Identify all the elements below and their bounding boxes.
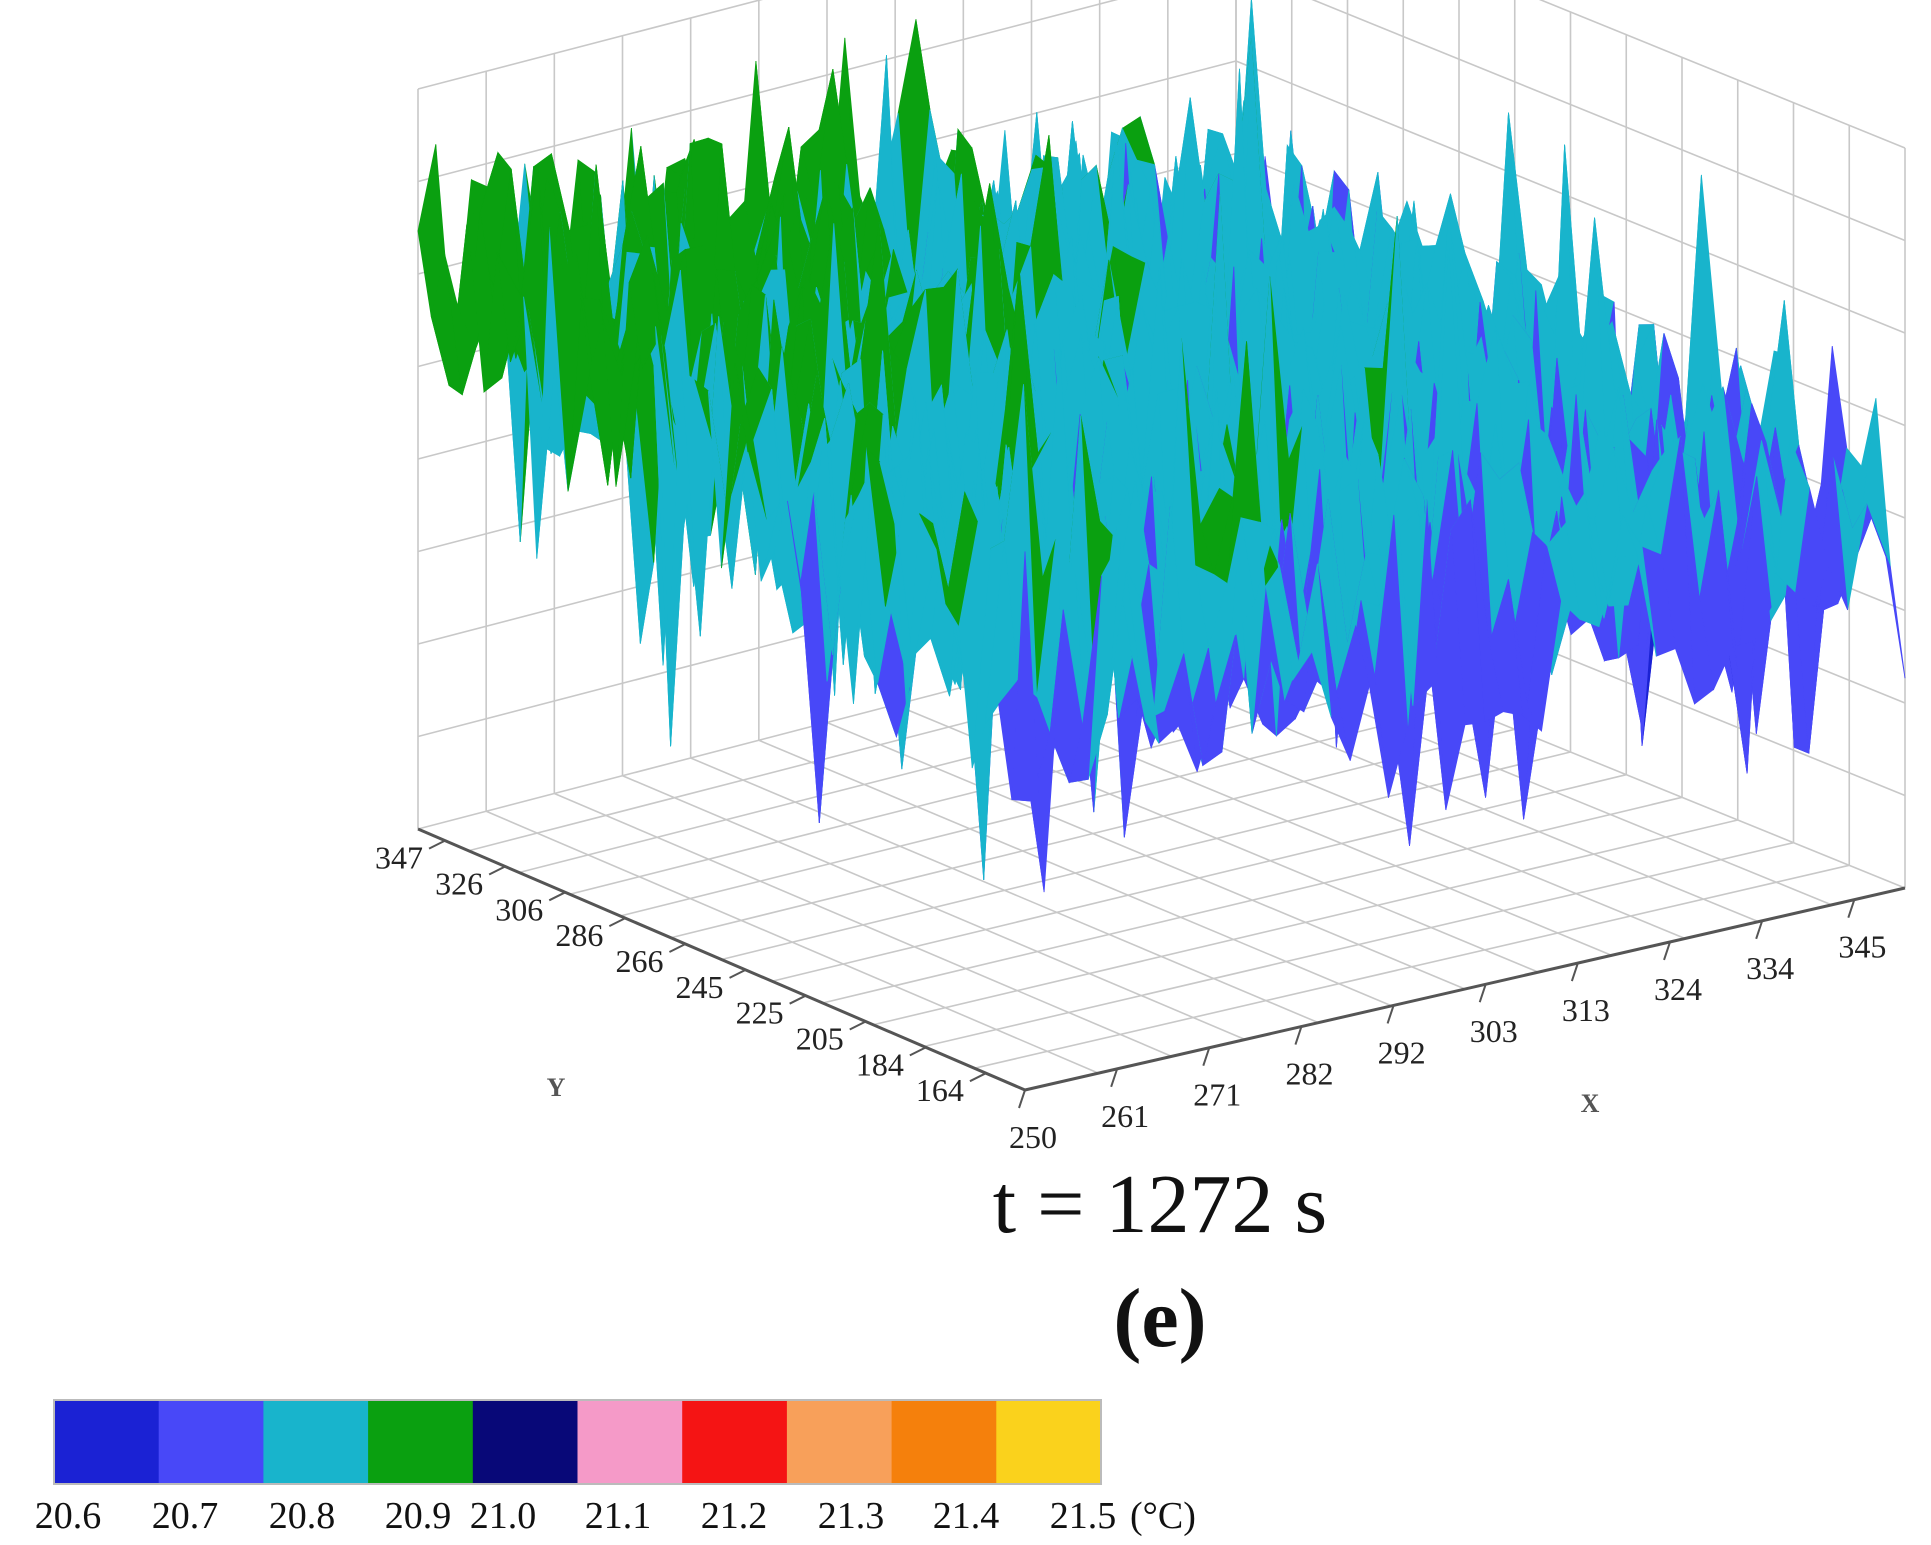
- surface-layer: [417, 0, 1906, 893]
- colorbar-swatch: [54, 1400, 160, 1484]
- floor-gridline: [974, 864, 1850, 1070]
- y-tick-label: 326: [435, 865, 483, 901]
- x-tick: [1755, 920, 1764, 940]
- x-tick: [1294, 1026, 1303, 1045]
- y-tick-label: 306: [495, 891, 543, 927]
- x-tick: [1018, 1089, 1026, 1109]
- colorbar-tick-label: 20.7: [152, 1495, 219, 1537]
- x-tick-label: 313: [1562, 992, 1610, 1028]
- surface-patch: [1011, 551, 1045, 893]
- colorbar-tick-label: 21.3: [818, 1495, 885, 1537]
- y-tick: [849, 1020, 867, 1031]
- y-tick-label: 266: [615, 943, 663, 979]
- colorbar-swatch: [263, 1400, 369, 1484]
- x-tick: [1202, 1047, 1211, 1067]
- wall-gridline: [1235, 60, 1906, 334]
- x-axis-line: [1024, 886, 1906, 1092]
- y-tick-labels: 347 326 306 286 266 245 225 205 184 164: [375, 839, 987, 1108]
- y-tick: [969, 1072, 987, 1083]
- y-tick: [729, 968, 746, 979]
- chart-title: t = 1272 s: [993, 1158, 1327, 1251]
- colorbar-tick-label: 20.9: [385, 1495, 452, 1537]
- y-axis-label: Y: [547, 1073, 566, 1102]
- colorbar-swatch: [577, 1400, 683, 1484]
- y-tick-label: 205: [796, 1021, 844, 1057]
- x-tick-label: 282: [1285, 1056, 1333, 1092]
- y-tick-label: 286: [555, 917, 603, 953]
- x-tick-labels: 250 261 271 282 292 303 313 324 334 345: [1009, 899, 1886, 1155]
- colorbar-tick-label: 21.0: [470, 1495, 537, 1537]
- y-tick: [909, 1046, 927, 1057]
- colorbar-tick-labels: 20.6 20.7 20.8 20.9 21.0 21.1 21.2 21.3 21.4 21.5: [35, 1495, 1117, 1537]
- panel-label: (e): [1113, 1272, 1206, 1365]
- x-axis-label: X: [1581, 1089, 1600, 1118]
- x-tick: [1663, 941, 1671, 961]
- y-tick: [668, 943, 686, 953]
- colorbar-tick-label: 21.2: [701, 1495, 768, 1537]
- y-tick-label: 164: [916, 1072, 964, 1108]
- colorbar-swatch: [996, 1400, 1102, 1484]
- y-tick-label: 347: [375, 840, 423, 876]
- wall-gridline: [1538, 0, 1906, 149]
- colorbar-swatch: [158, 1400, 264, 1484]
- y-tick: [608, 917, 626, 928]
- colorbar-swatch: [368, 1400, 474, 1484]
- colorbar-tick-label: 20.8: [269, 1495, 336, 1537]
- colorbar: [53, 1399, 1102, 1485]
- x-tick-label: 261: [1101, 1098, 1149, 1134]
- x-tick: [1847, 899, 1856, 918]
- y-tick: [548, 891, 566, 902]
- y-tick-label: 245: [676, 969, 724, 1005]
- x-tick-label: 345: [1838, 929, 1886, 965]
- colorbar-swatch: [891, 1400, 997, 1484]
- y-tick: [428, 839, 446, 850]
- floor-gridline: [771, 773, 1627, 983]
- x-tick-label: 250: [1009, 1119, 1057, 1155]
- colorbar-swatch: [682, 1400, 788, 1484]
- x-tick: [1570, 962, 1579, 982]
- wall-gridline: [417, 0, 763, 90]
- y-tick: [488, 865, 506, 876]
- x-tick: [1110, 1068, 1119, 1088]
- wall-gridline: [1311, 0, 1906, 242]
- colorbar-tick-label: 20.6: [35, 1495, 102, 1537]
- colorbar-unit: (°C): [1130, 1495, 1196, 1537]
- y-tick: [789, 994, 807, 1005]
- colorbar-tick-label: 21.4: [933, 1495, 1000, 1537]
- floor-gridline: [822, 796, 1683, 1004]
- y-tick-label: 184: [856, 1046, 904, 1082]
- x-tick-label: 324: [1654, 971, 1702, 1007]
- colorbar-tick-label: 21.5: [1050, 1495, 1117, 1537]
- x-tick-label: 271: [1193, 1077, 1241, 1113]
- x-tick-label: 334: [1746, 950, 1794, 986]
- x-tick-label: 303: [1470, 1013, 1518, 1049]
- x-tick-label: 292: [1378, 1034, 1426, 1070]
- colorbar-swatch: [786, 1400, 893, 1484]
- axis-layer: [417, 827, 1906, 1092]
- colorbar-frame: [53, 1399, 1102, 1485]
- y-tick-label: 225: [736, 995, 784, 1031]
- wall-gridline: [417, 0, 1119, 183]
- colorbar-swatch: [472, 1400, 578, 1484]
- x-tick: [1386, 1005, 1395, 1024]
- y-axis-line: [417, 827, 1026, 1092]
- x-tick: [1478, 983, 1487, 1003]
- colorbar-tick-label: 21.1: [585, 1495, 652, 1537]
